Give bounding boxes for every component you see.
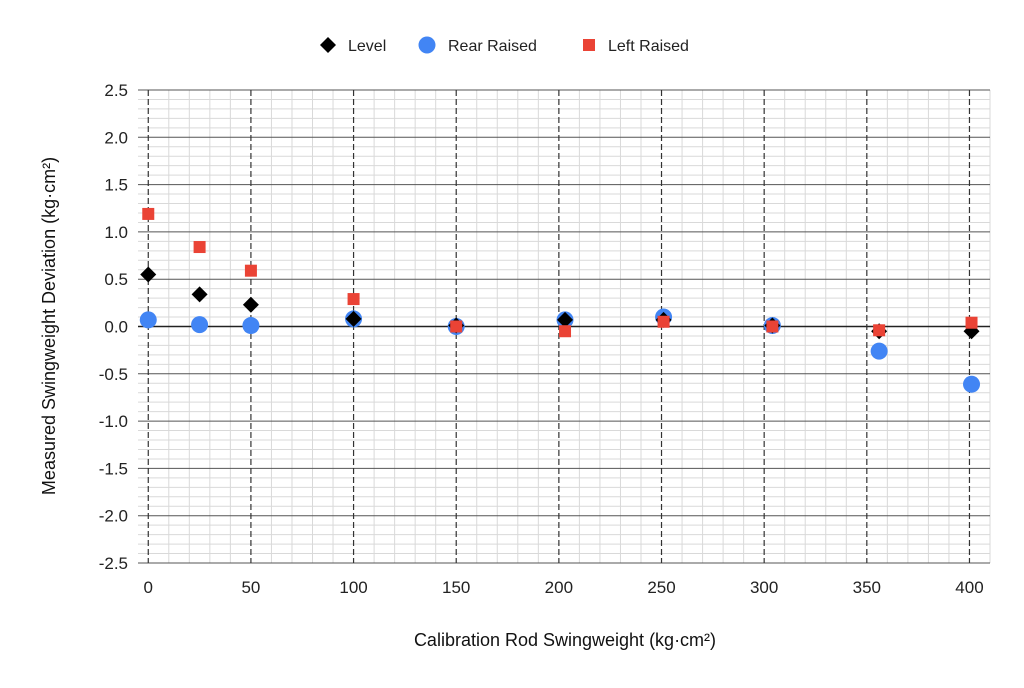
data-point-left-raised bbox=[347, 293, 360, 306]
data-point-left-raised bbox=[244, 264, 257, 277]
x-axis-ticks: 0 50 100 150 200 250 300 350 400 bbox=[144, 578, 984, 597]
y-tick-label: 0.5 bbox=[104, 270, 128, 289]
data-point-level bbox=[242, 296, 259, 313]
data-points bbox=[139, 207, 981, 393]
x-tick-label: 150 bbox=[442, 578, 470, 597]
x-tick-label: 400 bbox=[955, 578, 983, 597]
data-point-level bbox=[345, 310, 362, 327]
x-tick-label: 250 bbox=[647, 578, 675, 597]
data-point-left-raised bbox=[142, 207, 155, 220]
y-axis-ticks: 2.5 2.0 1.5 1.0 0.5 0.0 -0.5 -1.0 -1.5 -2.0 -2.5 bbox=[99, 81, 128, 573]
y-tick-label: 1.0 bbox=[104, 223, 128, 242]
data-point-left-raised bbox=[193, 241, 206, 254]
data-point-left-raised bbox=[965, 316, 978, 329]
x-tick-label: 100 bbox=[339, 578, 367, 597]
data-point-left-raised bbox=[873, 324, 886, 337]
data-point-rear-raised bbox=[242, 317, 260, 335]
legend-label: Rear Raised bbox=[448, 38, 537, 55]
x-tick-label: 350 bbox=[853, 578, 881, 597]
data-point-level bbox=[191, 286, 208, 303]
y-axis-title: Measured Swingweight Deviation (kg·cm²) bbox=[39, 157, 59, 495]
y-tick-label: -2.0 bbox=[99, 507, 128, 526]
data-point-left-raised bbox=[657, 315, 670, 328]
x-tick-label: 200 bbox=[545, 578, 573, 597]
data-point-level bbox=[140, 266, 157, 283]
data-point-rear-raised bbox=[139, 311, 157, 329]
data-point-rear-raised bbox=[963, 375, 981, 393]
legend-marker-level bbox=[320, 37, 336, 53]
x-axis-title: Calibration Rod Swingweight (kg·cm²) bbox=[414, 630, 716, 650]
legend-label: Left Raised bbox=[608, 38, 689, 55]
data-point-left-raised bbox=[559, 325, 572, 338]
x-tick-label: 300 bbox=[750, 578, 778, 597]
data-point-left-raised bbox=[766, 320, 779, 333]
y-tick-label: 0.0 bbox=[104, 318, 128, 337]
x-tick-label: 50 bbox=[241, 578, 260, 597]
x-tick-label: 0 bbox=[144, 578, 153, 597]
y-tick-label: 2.0 bbox=[104, 128, 128, 147]
y-tick-label: -2.5 bbox=[99, 554, 128, 573]
legend-marker-rear-raised bbox=[418, 36, 436, 54]
data-point-rear-raised bbox=[191, 316, 209, 334]
y-tick-label: -1.0 bbox=[99, 412, 128, 431]
data-point-left-raised bbox=[450, 320, 463, 333]
data-point-level bbox=[557, 311, 574, 328]
legend: Level Rear Raised Left Raised bbox=[320, 36, 689, 55]
y-tick-label: -1.5 bbox=[99, 459, 128, 478]
data-point-rear-raised bbox=[870, 342, 888, 360]
y-tick-label: 1.5 bbox=[104, 176, 128, 195]
legend-marker-left-raised bbox=[583, 39, 595, 51]
y-tick-label: 2.5 bbox=[104, 81, 128, 100]
legend-label: Level bbox=[348, 38, 386, 55]
y-tick-label: -0.5 bbox=[99, 365, 128, 384]
